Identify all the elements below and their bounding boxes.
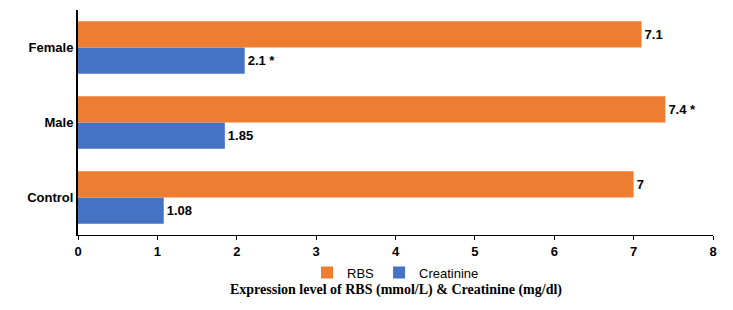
svg-text:1.85: 1.85 [228,128,253,143]
svg-text:1: 1 [154,244,161,259]
svg-text:1.08: 1.08 [167,203,192,218]
svg-text:Male: Male [44,115,73,130]
svg-text:Creatinine: Creatinine [419,266,478,281]
svg-text:Expression level of RBS (mmol/: Expression level of RBS (mmol/L) & Creat… [230,282,562,298]
svg-text:2: 2 [233,244,240,259]
svg-text:5: 5 [471,244,478,259]
svg-text:3: 3 [313,244,320,259]
svg-text:7: 7 [630,244,637,259]
svg-text:7: 7 [637,177,644,192]
svg-text:0: 0 [74,244,81,259]
svg-text:7.1: 7.1 [645,27,663,42]
svg-text:7.4 *: 7.4 * [668,102,696,117]
svg-text:4: 4 [392,244,400,259]
svg-text:Control: Control [27,190,73,205]
svg-text:8: 8 [709,244,716,259]
svg-text:6: 6 [551,244,558,259]
svg-text:RBS: RBS [347,266,374,281]
svg-text:2.1 *: 2.1 * [248,53,276,68]
svg-text:Female: Female [29,40,74,55]
